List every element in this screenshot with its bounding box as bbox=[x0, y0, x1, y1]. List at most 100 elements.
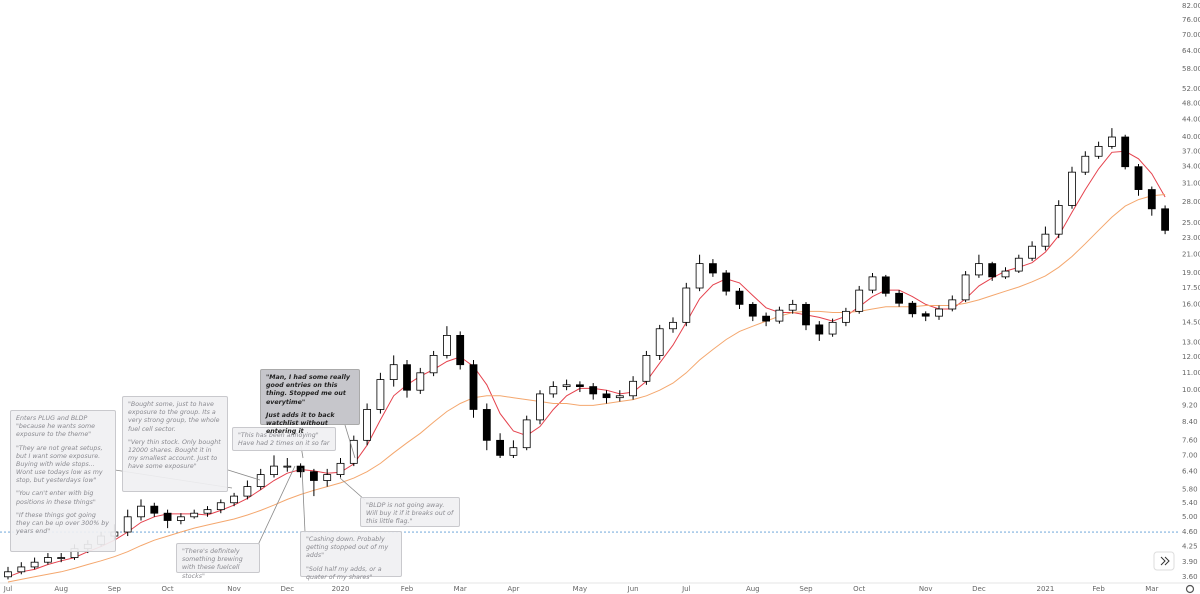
annotation-text: "Man, I had some really good entries on … bbox=[266, 374, 350, 406]
candle-body bbox=[203, 509, 212, 514]
candle-body bbox=[509, 447, 518, 456]
y-tick-label: 7.00 bbox=[1182, 451, 1198, 459]
x-tick-label: Sep bbox=[799, 585, 813, 593]
candle-body bbox=[828, 321, 837, 335]
candle-body bbox=[775, 309, 784, 322]
x-tick-label: Dec bbox=[281, 585, 295, 593]
x-tick-label: Oct bbox=[853, 585, 865, 593]
annotation-text: "Very thin stock. Only bought 12000 shar… bbox=[128, 438, 221, 471]
y-tick-label: 13.00 bbox=[1182, 338, 1200, 346]
candle-body bbox=[988, 263, 997, 278]
y-tick-label: 3.90 bbox=[1182, 558, 1198, 566]
moving-average bbox=[7, 150, 1166, 578]
y-tick-label: 4.60 bbox=[1182, 528, 1198, 536]
x-tick-label: Mar bbox=[1145, 585, 1158, 593]
annotation: "This has been annoying" Have had 2 time… bbox=[232, 427, 336, 451]
y-tick-label: 70.00 bbox=[1182, 31, 1200, 39]
y-tick-label: 19.00 bbox=[1182, 269, 1200, 277]
candle-body bbox=[868, 276, 877, 291]
candle-body bbox=[788, 303, 797, 311]
candle-body bbox=[416, 372, 425, 391]
y-tick-label: 6.40 bbox=[1182, 468, 1198, 476]
y-tick-label: 23.00 bbox=[1182, 234, 1200, 242]
candle-body bbox=[802, 303, 810, 326]
candle-body bbox=[123, 516, 132, 533]
candle-body bbox=[921, 313, 930, 317]
candle-body bbox=[1134, 166, 1143, 190]
y-tick-label: 40.00 bbox=[1182, 133, 1200, 141]
candle-body bbox=[469, 364, 478, 410]
y-tick-label: 14.50 bbox=[1182, 318, 1200, 326]
x-tick-label: Feb bbox=[1092, 585, 1105, 593]
candle-body bbox=[429, 354, 438, 374]
x-tick-label: Jul bbox=[681, 585, 691, 593]
annotation: "BLDP is not going away. Will buy it if … bbox=[360, 497, 460, 527]
candle-body bbox=[17, 566, 26, 573]
candle-body bbox=[895, 292, 903, 304]
candle-body bbox=[669, 321, 677, 330]
candle-body bbox=[815, 324, 824, 335]
candle-body bbox=[629, 380, 637, 397]
y-tick-label: 58.00 bbox=[1182, 65, 1200, 73]
candle-body bbox=[1081, 155, 1090, 173]
candle-body bbox=[163, 512, 172, 521]
candle-body bbox=[323, 474, 332, 481]
x-tick-label: Nov bbox=[919, 585, 933, 593]
x-tick-label: Aug bbox=[746, 585, 760, 593]
annotation: "There's definitely something brewing wi… bbox=[176, 543, 260, 580]
y-tick-label: 9.20 bbox=[1182, 401, 1198, 409]
y-tick-label: 4.25 bbox=[1182, 542, 1198, 550]
y-tick-label: 64.00 bbox=[1182, 47, 1200, 55]
connector bbox=[339, 477, 366, 501]
y-tick-label: 17.50 bbox=[1182, 284, 1200, 292]
x-tick-label: Jul bbox=[3, 585, 13, 593]
annotation-text: "BLDP is not going away. Will buy it if … bbox=[366, 502, 454, 526]
candle-body bbox=[190, 512, 199, 518]
candle-body bbox=[935, 308, 943, 317]
y-tick-label: 31.00 bbox=[1182, 180, 1200, 188]
annotation-text: "There's definitely something brewing wi… bbox=[182, 548, 243, 580]
x-tick-label: Sep bbox=[108, 585, 122, 593]
candle-body bbox=[522, 419, 531, 449]
scroll-button[interactable] bbox=[1153, 551, 1175, 571]
candle-body bbox=[216, 502, 225, 511]
candle-body bbox=[1068, 171, 1076, 206]
candle-body bbox=[336, 462, 345, 476]
candle-body bbox=[562, 384, 571, 387]
candle-body bbox=[589, 386, 598, 395]
y-tick-label: 28.00 bbox=[1182, 198, 1200, 206]
candle-body bbox=[615, 395, 624, 399]
y-tick-label: 37.00 bbox=[1182, 147, 1200, 155]
candle-body bbox=[1054, 205, 1063, 235]
settings-icon[interactable] bbox=[1185, 584, 1195, 594]
x-tick-label: Oct bbox=[162, 585, 174, 593]
y-tick-label: 25.00 bbox=[1182, 219, 1200, 227]
candle-body bbox=[1014, 257, 1023, 272]
x-tick-label: Nov bbox=[227, 585, 241, 593]
x-tick-label: 2020 bbox=[332, 585, 350, 593]
y-tick-label: 8.40 bbox=[1182, 418, 1198, 426]
x-tick-label: 2021 bbox=[1036, 585, 1054, 593]
candle-body bbox=[1161, 208, 1169, 231]
x-tick-label: Apr bbox=[507, 585, 519, 593]
annotation-text: "You can't enter with big positions in t… bbox=[16, 490, 96, 506]
annotation-text: "They are not great setups, but I want s… bbox=[16, 444, 103, 485]
candle-body bbox=[948, 299, 957, 310]
y-tick-label: 5.80 bbox=[1182, 486, 1198, 494]
y-tick-label: 10.00 bbox=[1182, 386, 1200, 394]
candle-body bbox=[57, 557, 66, 559]
scroll-icon[interactable] bbox=[1160, 556, 1170, 566]
x-tick-label: Aug bbox=[54, 585, 68, 593]
candle-body bbox=[150, 505, 159, 514]
x-tick-label: Jun bbox=[627, 585, 639, 593]
scroll-button-box[interactable] bbox=[1153, 551, 1175, 571]
candle-body bbox=[855, 289, 864, 312]
candle-body bbox=[1147, 189, 1156, 210]
candle-body bbox=[682, 287, 691, 323]
annotation-text: "Sold half my adds, or a quater of my sh… bbox=[306, 565, 382, 581]
connector bbox=[227, 469, 261, 481]
y-tick-label: 11.00 bbox=[1182, 369, 1200, 377]
candle-body bbox=[975, 263, 983, 276]
candle-body bbox=[230, 495, 239, 504]
